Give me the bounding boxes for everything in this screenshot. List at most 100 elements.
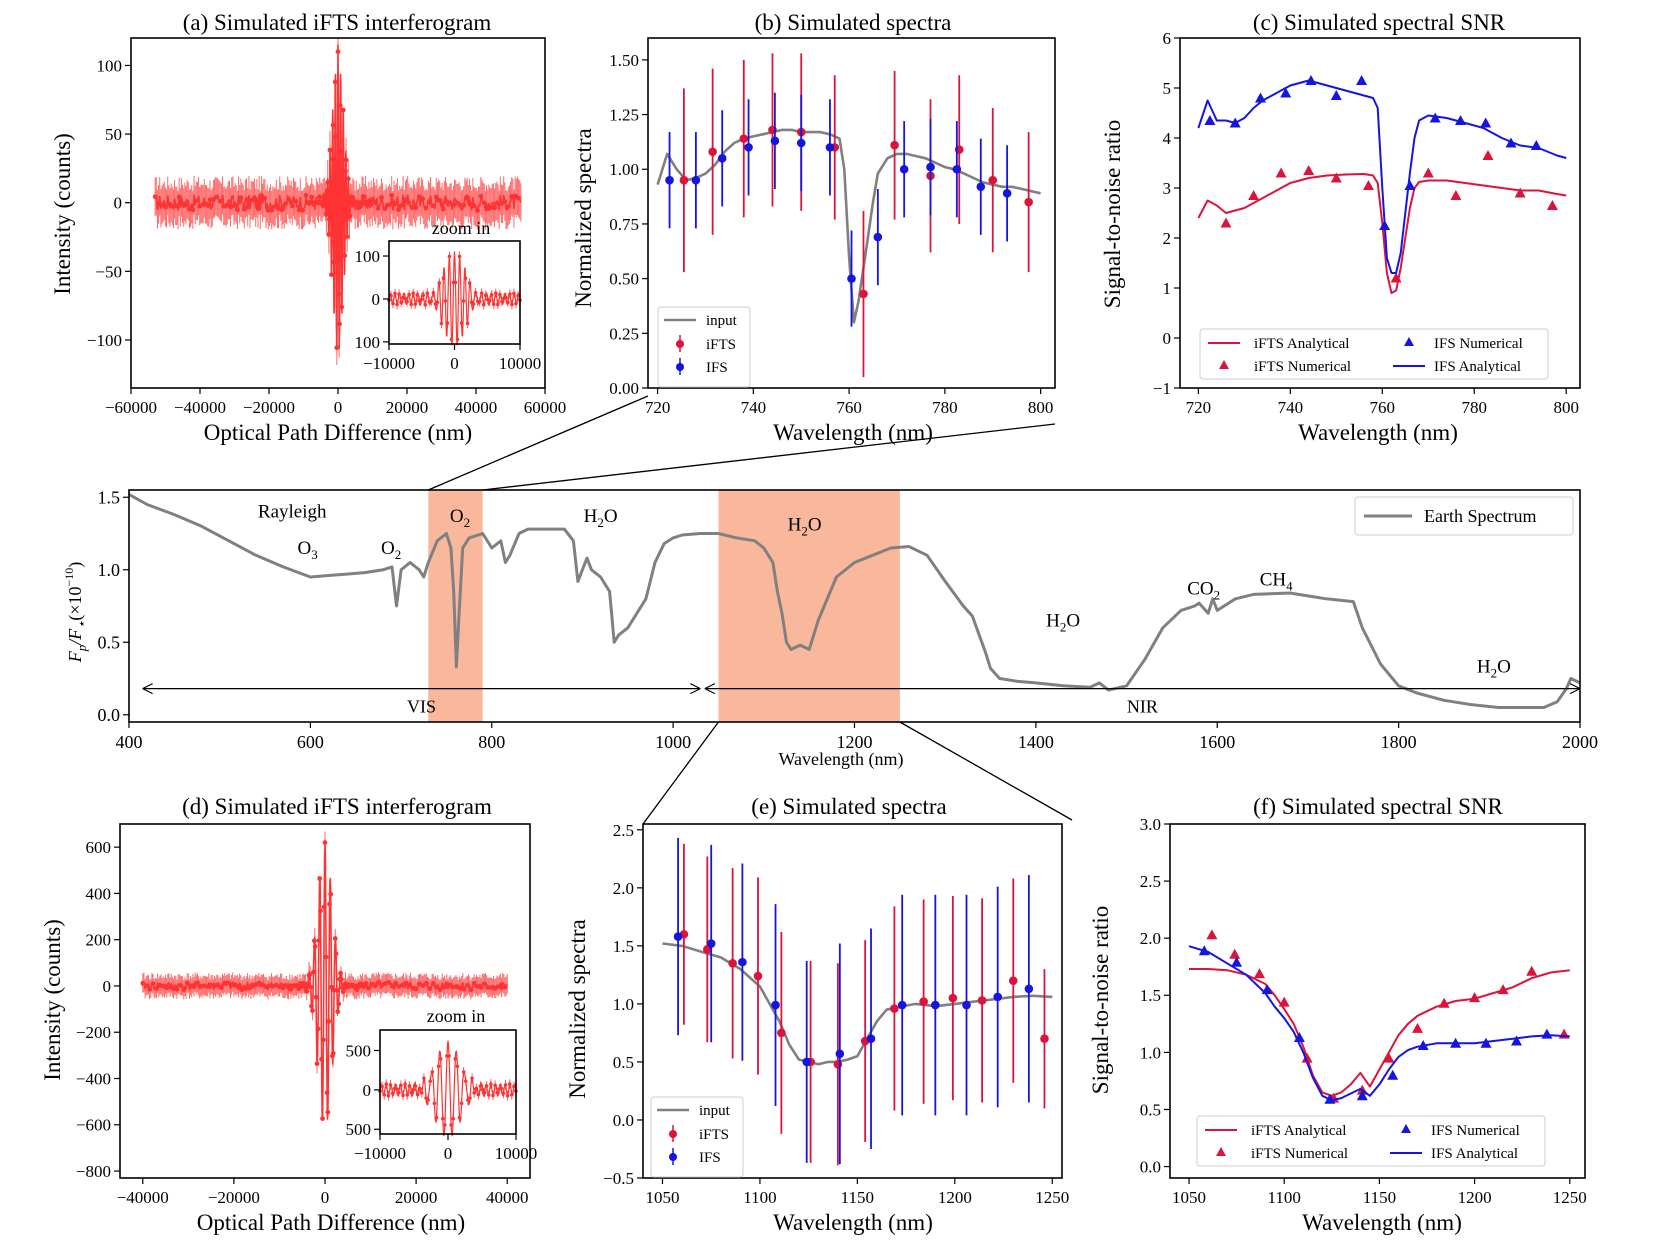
panel-d-sample-point (437, 987, 443, 993)
panel-d-inset-point (461, 1070, 466, 1074)
panel-b-plot-area: 720 740 760 780 800 0.00 0.25 0.50 0.75 1.00 1.25 1… (609, 37, 1056, 417)
panel-e-ifs-point (835, 1049, 845, 1059)
panel-d-inset-point (501, 1091, 506, 1096)
panel-a-sample-point (396, 207, 401, 212)
panel-c-snr: (c) Simulated spectral SNR Wavelength (n… (1100, 10, 1581, 445)
main-annotation: O3 (298, 538, 318, 562)
main-annotation: O2 (450, 506, 470, 530)
panel-d-inset-point (401, 1093, 405, 1098)
panel-a-inset-point (447, 254, 452, 259)
panel-d-inset-point (443, 1123, 447, 1127)
panel-d-sample-point (174, 986, 180, 992)
panel-a-sample-point (334, 345, 340, 351)
panel-d-inset-point (491, 1093, 495, 1098)
panel-d-inset-point (495, 1090, 499, 1095)
panel-d-sample-point (330, 1050, 336, 1056)
main-legend-earth-spectrum: Earth Spectrum (1424, 506, 1536, 526)
panel-b-ifts-point (988, 175, 998, 185)
panel-d-sample-point (326, 1019, 332, 1024)
panel-d-sample-point (311, 969, 316, 975)
panel-d-ytick-label: 600 (86, 838, 112, 857)
panel-b-legend-ifs: IFS (706, 360, 728, 376)
panel-a-xtick-label: 20000 (386, 398, 429, 417)
panel-a-xtick-label: 0 (334, 398, 343, 417)
panel-d-title: (d) Simulated iFTS interferogram (182, 794, 492, 819)
panel-b-ifs-point (717, 154, 727, 163)
panel-b-legend-input: input (706, 313, 738, 329)
panel-d-inset-point (451, 1116, 456, 1121)
panel-a-sample-point (360, 194, 366, 199)
panel-d-sample-point (229, 982, 235, 988)
panel-a-sample-points (152, 49, 521, 351)
panel-d-sample-point (328, 891, 334, 897)
panel-a-inset-point (409, 302, 413, 307)
panel-d-inset-point (386, 1093, 391, 1098)
panel-c-ifts-numerical-marker (1546, 200, 1558, 210)
panel-c-ytick-label: 5 (1163, 79, 1172, 98)
panel-d-inset-point (436, 1064, 441, 1069)
panel-a-sample-point (214, 194, 220, 200)
panel-a-sample-point (325, 179, 331, 185)
panel-a-inset-point (467, 281, 472, 285)
panel-d-sample-point (319, 1056, 324, 1062)
panel-d-sample-point (478, 985, 484, 991)
panel-d-sample-point (406, 982, 412, 988)
panel-f-legend-ifs-analytical: IFS Analytical (1431, 1146, 1518, 1162)
panel-a-sample-point (340, 107, 346, 113)
panel-a-sample-point (241, 206, 247, 212)
panel-f-ifts-numerical-marker (1278, 996, 1290, 1007)
zoom-connector-lines (428, 395, 1073, 825)
panel-b-ifs-point (744, 143, 753, 152)
panel-e-ifts-point (1040, 1034, 1049, 1044)
panel-c-ytick-label: 1 (1163, 279, 1172, 298)
panel-a-inset-xtick-label: −10000 (363, 354, 415, 373)
panel-a-inset: zoom in −10000 0 10000 100 0 100 (355, 218, 542, 373)
panel-d-inset-point (409, 1090, 414, 1095)
panel-d-sample-points (140, 840, 508, 1121)
panel-d-sample-point (181, 987, 187, 992)
panel-a-sample-point (204, 202, 209, 207)
panel-d-inset-point (482, 1090, 487, 1095)
panel-a-inset-ytick-label: 100 (355, 333, 381, 352)
panel-a-sample-point (173, 203, 179, 209)
panel-e-ifts-point (919, 997, 928, 1006)
panel-c-xtick-label: 740 (1278, 398, 1304, 417)
panel-a-inset-ytick-label: 100 (355, 247, 381, 266)
panel-d-inset-point (476, 1092, 481, 1097)
panel-f-ifts-numerical-marker (1206, 929, 1218, 940)
panel-d-xtick-label: −40000 (117, 1188, 169, 1207)
panel-b-ifts-point (708, 147, 717, 157)
panel-d-sample-point (320, 1116, 325, 1121)
panel-d-sample-point (246, 985, 252, 991)
panel-d-ytick-label: −800 (76, 1162, 111, 1181)
panel-f-legend-ifts-numerical: iFTS Numerical (1251, 1146, 1348, 1162)
panel-d-xtick-label: 20000 (395, 1188, 438, 1207)
panel-a-sample-point (332, 239, 337, 245)
panel-a-inset-point (405, 299, 409, 304)
panel-f-ifts-analytical-line (1189, 968, 1570, 1097)
panel-c-legend-ifts-analytical: iFTS Analytical (1254, 336, 1349, 352)
panel-c-ytick-label: 2 (1163, 229, 1172, 248)
panel-a-sample-point (481, 200, 487, 206)
panel-a-sample-point (330, 122, 336, 128)
panel-b-ifts-point (679, 175, 689, 185)
panel-a-sample-point (454, 200, 460, 206)
panel-e-ifts-point (977, 996, 987, 1005)
panel-d-ytick-label: −600 (76, 1116, 111, 1135)
panel-c-ifts-numerical-marker (1482, 150, 1494, 160)
panel-b-xlabel: Wavelength (nm) (773, 420, 933, 445)
panel-d-sample-point (307, 972, 313, 977)
panel-a-inset-point (512, 291, 516, 296)
panel-b-ifts-point (1024, 197, 1033, 207)
panel-a-inset-point (429, 299, 434, 304)
panel-f-legend-ifts-analytical: iFTS Analytical (1251, 1123, 1346, 1139)
panel-a-sample-point (293, 198, 299, 204)
panel-d-inset-point (455, 1064, 460, 1069)
panel-d-sample-point (198, 983, 204, 989)
panel-f-ytick-label: 0.5 (1140, 1100, 1161, 1119)
panel-c-legend-ifts-numerical: iFTS Numerical (1254, 359, 1351, 375)
panel-d-inset-point (390, 1091, 395, 1096)
panel-c-ifts-numerical-marker (1514, 187, 1526, 198)
panel-e-ifts-point (890, 1004, 899, 1013)
panel-d-inset-point (420, 1091, 424, 1095)
